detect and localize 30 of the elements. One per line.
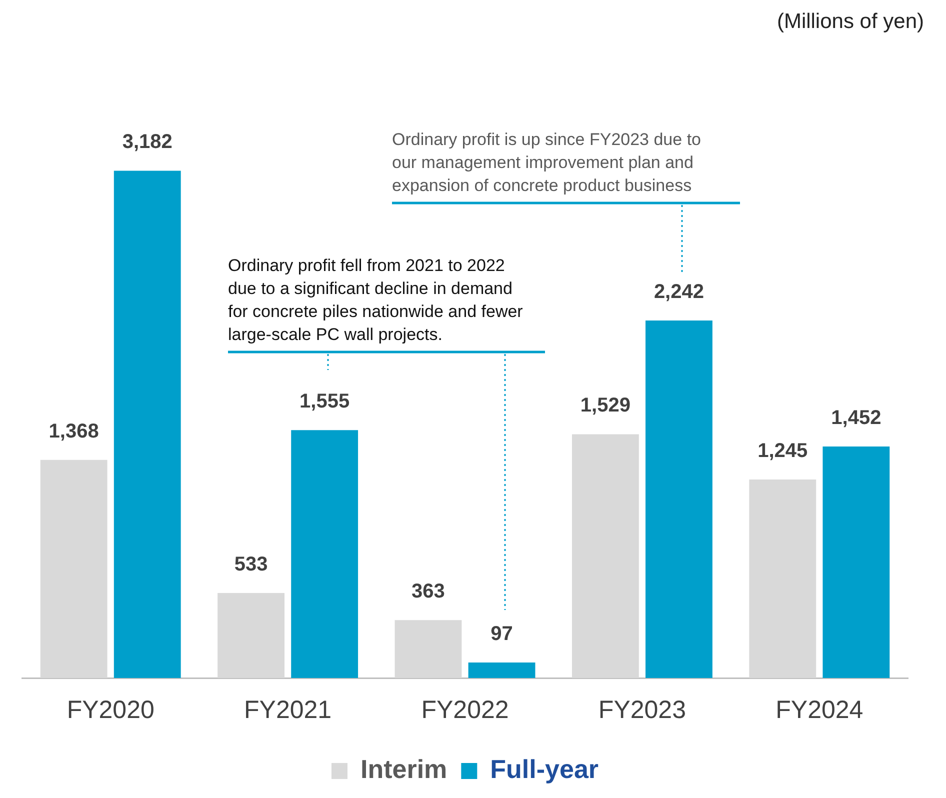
x-tick-label: FY2021 — [244, 696, 332, 724]
data-label: 2,242 — [654, 281, 704, 304]
bar — [394, 620, 462, 678]
legend-label: Full-year — [490, 754, 599, 784]
data-label: 97 — [490, 623, 513, 646]
data-label: 1,555 — [300, 390, 350, 413]
bar — [572, 434, 639, 678]
x-tick-label: FY2024 — [776, 696, 864, 724]
bar — [468, 662, 536, 678]
x-tick-label: FY2020 — [66, 696, 154, 724]
bar — [218, 593, 284, 678]
bar — [40, 460, 108, 678]
text: (Millions of yen) — [776, 10, 924, 33]
x-tick-label: FY2022 — [421, 696, 509, 724]
data-label: 1,368 — [48, 420, 99, 442]
data-label: 533 — [234, 554, 268, 576]
legend-label: Interim — [360, 754, 448, 784]
bar — [291, 430, 358, 678]
annotation: Ordinary profit fell from 2021 to 2022 due to a significant decline in demand for concrete piles nationwide and fewer large-scale PC wall projects. — [228, 256, 524, 344]
data-label: 363 — [412, 580, 445, 603]
data-label: 3,182 — [122, 131, 172, 154]
annotation: Ordinary profit is up since FY2023 due to our management improvement plan and expansion of concrete product business — [392, 130, 701, 195]
x-tick-label: FY2023 — [598, 696, 686, 724]
bar — [646, 320, 712, 678]
bar — [749, 480, 816, 678]
data-label: 1,245 — [758, 440, 808, 462]
data-label: 1,452 — [831, 407, 882, 430]
data-label: 1,529 — [580, 394, 630, 417]
bar — [822, 446, 890, 678]
bar — [114, 170, 181, 678]
